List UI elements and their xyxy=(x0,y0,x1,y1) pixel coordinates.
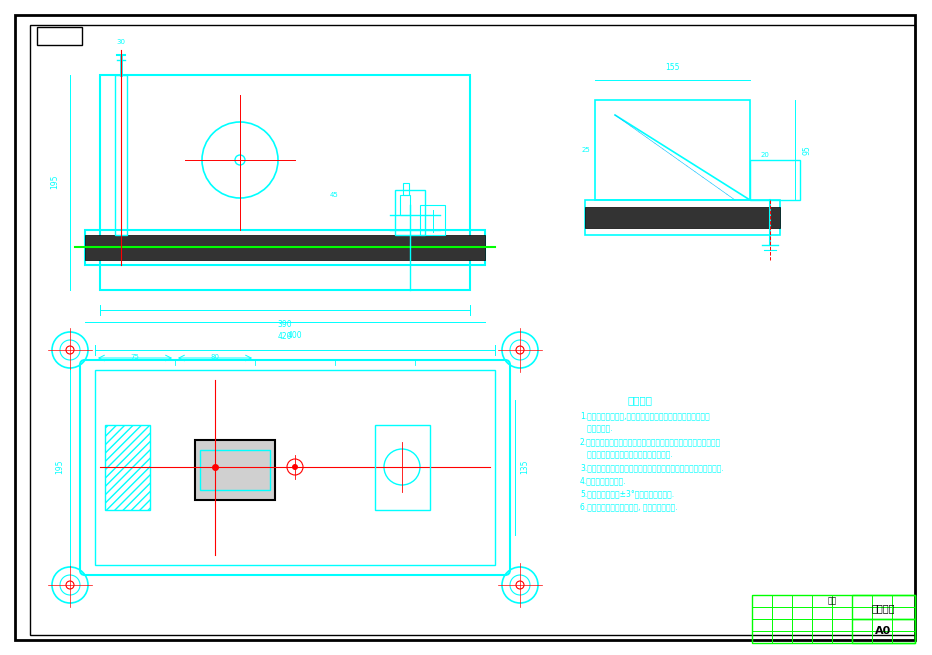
Bar xyxy=(752,595,915,643)
Bar xyxy=(852,619,915,643)
Text: 图号: 图号 xyxy=(828,597,837,605)
Bar xyxy=(585,200,780,235)
Text: 80: 80 xyxy=(211,354,220,360)
Text: 195: 195 xyxy=(56,460,64,474)
Bar xyxy=(195,440,275,500)
Text: A0: A0 xyxy=(875,626,891,636)
Bar xyxy=(395,190,425,235)
Bar xyxy=(105,425,150,510)
Text: 400: 400 xyxy=(288,331,302,340)
Text: 有于安装的问题，消除、处理毕毛边處理.: 有于安装的问题，消除、处理毕毛边處理. xyxy=(580,450,673,459)
Bar xyxy=(100,75,470,290)
Bar xyxy=(595,100,750,200)
Text: 25: 25 xyxy=(582,147,590,153)
Text: 75: 75 xyxy=(130,354,140,360)
Text: 95: 95 xyxy=(802,145,811,155)
Bar xyxy=(85,230,485,265)
Text: 技术要求: 技术要求 xyxy=(627,395,652,405)
Text: 6.泡酮化处于零件不允许棱, 框、锻锻件特合.: 6.泡酮化处于零件不允许棱, 框、锻锻件特合. xyxy=(580,502,678,511)
Bar xyxy=(375,425,430,510)
Text: 4.零件毛边应处理处.: 4.零件毛边应处理处. xyxy=(580,476,626,485)
Text: 夹具体图: 夹具体图 xyxy=(871,603,895,613)
Bar xyxy=(750,160,800,200)
Text: 390: 390 xyxy=(278,320,293,329)
Bar xyxy=(585,207,780,228)
Text: 1.铸件去除毛刺锐边,加工余量参照义寸公差堂特本和機虑的斑: 1.铸件去除毛刺锐边,加工余量参照义寸公差堂特本和機虑的斑 xyxy=(580,411,710,420)
Text: 135: 135 xyxy=(520,460,529,474)
Text: 2.铸件表面应平整、錾凸、充损、锻件毛边清干净，不允许零件表面: 2.铸件表面应平整、錾凸、充损、锻件毛边清干净，不允许零件表面 xyxy=(580,437,721,446)
Bar xyxy=(852,595,915,619)
Circle shape xyxy=(292,464,298,470)
Text: 195: 195 xyxy=(50,175,60,189)
Bar xyxy=(200,450,270,490)
Text: 155: 155 xyxy=(665,63,679,72)
Text: 點标准规定.: 點标准规定. xyxy=(580,424,612,433)
Text: 5.未标精度角公差±3°，未合精度半齐精.: 5.未标精度角公差±3°，未合精度半齐精. xyxy=(580,489,674,498)
Text: 420: 420 xyxy=(278,332,293,341)
Bar xyxy=(420,205,445,235)
Bar xyxy=(115,75,127,235)
Text: 45: 45 xyxy=(330,192,338,198)
Bar xyxy=(85,235,485,260)
Bar xyxy=(403,183,409,195)
Bar xyxy=(37,27,82,45)
Text: 3.零组成加工的特件毛坯件，加工道金属对表皮理通清洁，正无无毛.: 3.零组成加工的特件毛坯件，加工道金属对表皮理通清洁，正无无毛. xyxy=(580,463,724,472)
Text: 20: 20 xyxy=(761,152,770,158)
Bar xyxy=(400,195,410,215)
Bar xyxy=(95,370,495,565)
Text: 30: 30 xyxy=(116,39,126,45)
